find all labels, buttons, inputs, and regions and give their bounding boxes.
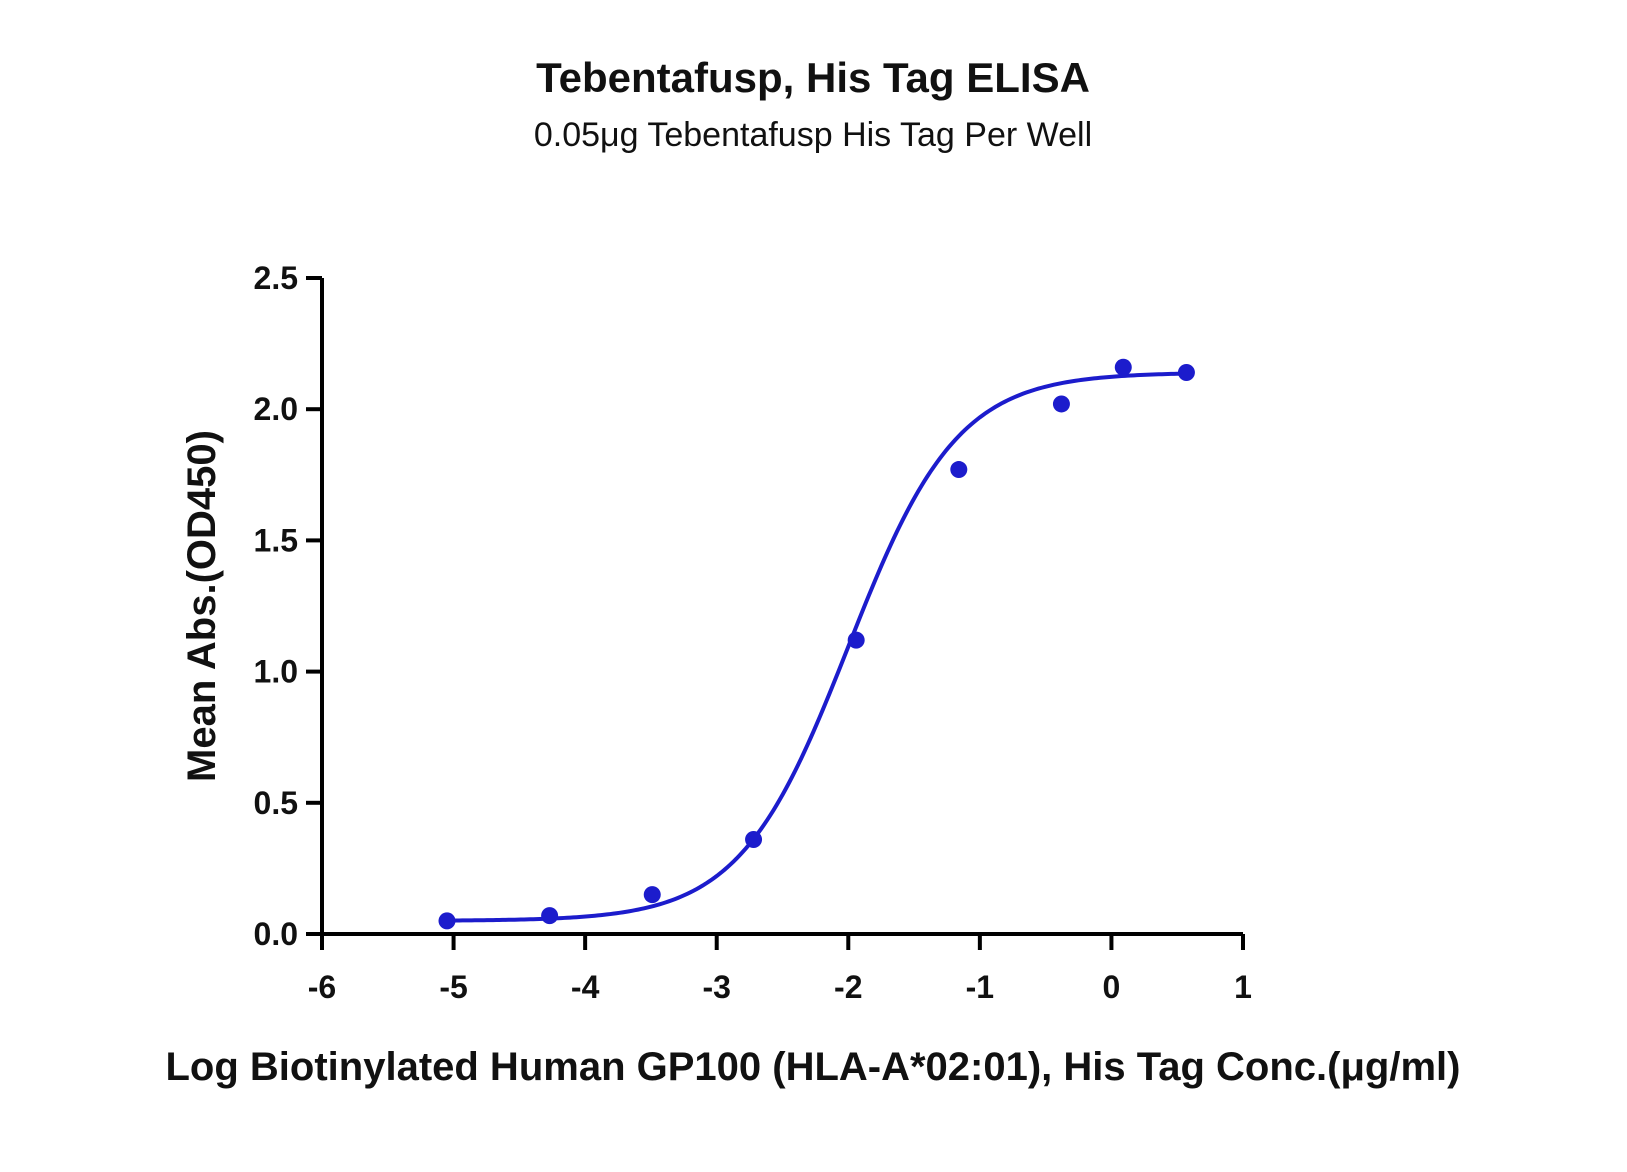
- x-tick-label: -5: [439, 969, 467, 1005]
- x-tick-label: 1: [1234, 969, 1252, 1005]
- y-ticks: 0.0 0.5 1.0 1.5 2.0 2.5: [254, 260, 322, 952]
- fit-curve: [446, 371, 1187, 923]
- data-point: [1177, 363, 1195, 381]
- x-ticks: -6 -5 -4 -3 -2 -1 0 1: [308, 934, 1252, 1005]
- data-point: [847, 631, 865, 649]
- y-tick-label: 1.5: [254, 522, 298, 558]
- y-tick-label: 0.0: [254, 916, 298, 952]
- x-tick-label: -3: [702, 969, 730, 1005]
- data-point: [438, 912, 456, 930]
- y-tick-label: 2.0: [254, 391, 298, 427]
- data-points: [438, 358, 1195, 930]
- data-point: [745, 831, 763, 849]
- y-tick-label: 2.5: [254, 260, 298, 296]
- x-tick-label: -2: [834, 969, 862, 1005]
- y-tick-label: 0.5: [254, 785, 298, 821]
- x-tick-label: 0: [1103, 969, 1121, 1005]
- x-tick-label: -4: [571, 969, 600, 1005]
- data-point: [1052, 395, 1070, 413]
- data-point: [1114, 358, 1132, 376]
- x-axis-label: Log Biotinylated Human GP100 (HLA-A*02:0…: [166, 1045, 1461, 1089]
- y-axis-label: Mean Abs.(OD450): [180, 430, 224, 782]
- data-point: [541, 907, 559, 925]
- x-tick-label: -1: [966, 969, 994, 1005]
- data-point: [950, 461, 968, 479]
- axes: 0.0 0.5 1.0 1.5 2.0 2.5 -6 -5 -4 -3 -2 -1 0 1: [254, 260, 1252, 1005]
- chart-subtitle: 0.05μg Tebentafusp His Tag Per Well: [534, 116, 1092, 154]
- x-tick-label: -6: [308, 969, 336, 1005]
- y-tick-label: 1.0: [254, 654, 298, 690]
- data-point: [643, 886, 661, 904]
- chart-title: Tebentafusp, His Tag ELISA: [536, 54, 1090, 101]
